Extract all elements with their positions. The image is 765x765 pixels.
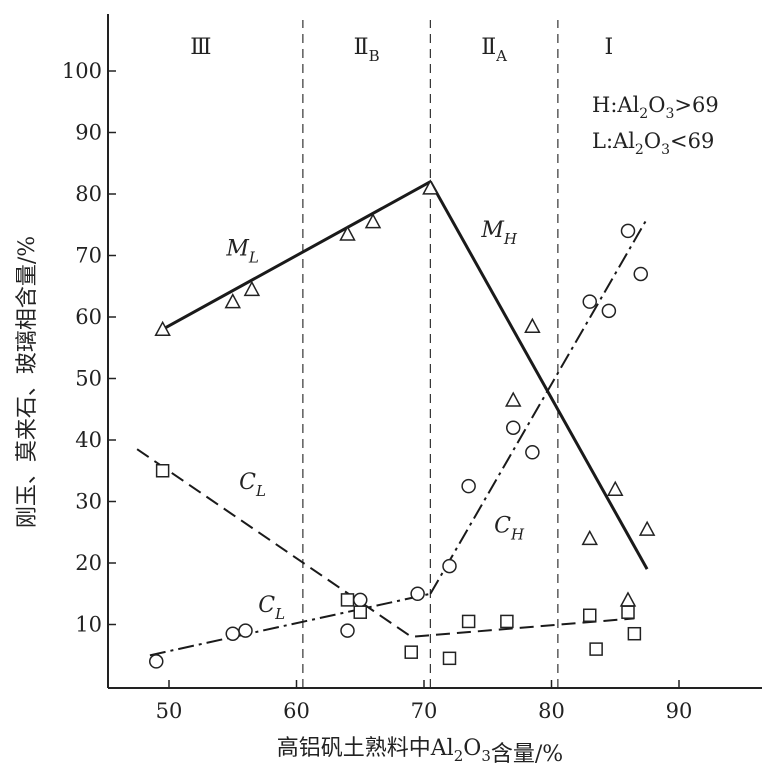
x-tick-label: 80 xyxy=(538,699,565,723)
circle-marker xyxy=(461,478,476,494)
triangle-marker xyxy=(638,520,656,536)
line-label: CH xyxy=(494,513,525,543)
trend-line xyxy=(161,180,432,331)
circle-marker xyxy=(442,558,457,574)
square-marker xyxy=(589,642,603,656)
square-marker xyxy=(404,645,418,659)
circle-marker xyxy=(582,294,597,309)
line-label: CL xyxy=(258,593,285,623)
trend-line xyxy=(136,448,635,638)
axes: 50 60 70 80 90 10 20 30 40 50 60 70 80 90 100 xyxy=(62,14,762,723)
triangle-marker xyxy=(339,225,356,241)
triangle-marker xyxy=(619,591,637,607)
trend-lines xyxy=(136,180,649,657)
circle-marker xyxy=(340,623,355,638)
y-tick-label: 50 xyxy=(75,367,102,391)
y-tick-label: 40 xyxy=(75,428,102,452)
y-axis-title: 刚玉、莫来石、玻璃相含量/% xyxy=(15,236,40,528)
x-tick-label: 60 xyxy=(283,699,310,723)
circle-marker xyxy=(601,303,617,319)
region-label: ⅡA xyxy=(481,35,507,65)
square-marker xyxy=(461,614,476,629)
line-label: ML xyxy=(225,237,259,267)
square-marker xyxy=(583,608,597,623)
circle-marker xyxy=(410,586,425,601)
region-label: Ⅰ xyxy=(605,35,614,60)
square-marker xyxy=(155,464,170,478)
y-tick-label: 70 xyxy=(75,244,102,268)
circle-marker xyxy=(525,445,540,460)
circle-marker xyxy=(353,592,368,608)
x-tick-label: 70 xyxy=(411,699,438,723)
square-marker xyxy=(340,593,355,607)
trend-line xyxy=(429,218,648,595)
y-tick-label: 60 xyxy=(75,305,102,329)
circle-marker xyxy=(149,654,164,669)
triangle-marker xyxy=(154,320,171,337)
y-tick-label: 90 xyxy=(75,121,102,145)
square-marker xyxy=(621,605,635,619)
region-label: ⅡB xyxy=(354,35,380,65)
circle-marker xyxy=(225,626,240,641)
line-label: MH xyxy=(480,218,518,248)
x-tick-label: 50 xyxy=(156,699,183,723)
square-marker xyxy=(353,605,367,619)
trend-line xyxy=(429,180,649,570)
triangle-marker xyxy=(364,213,382,229)
region-label: Ⅲ xyxy=(190,35,211,60)
legend-entry: L:Al2O3<69 xyxy=(592,129,714,158)
trend-line xyxy=(149,592,431,657)
legend-entry: H:Al2O3>69 xyxy=(592,93,719,122)
circle-marker xyxy=(238,623,253,638)
y-tick-label: 100 xyxy=(62,59,102,83)
circle-marker xyxy=(620,223,636,239)
triangle-marker xyxy=(581,529,599,546)
y-tick-label: 10 xyxy=(75,613,102,637)
data-markers xyxy=(149,179,656,669)
triangle-marker xyxy=(606,480,624,496)
x-axis-title: 高铝矾土熟料中Al2O3含量/% xyxy=(277,736,563,765)
square-marker xyxy=(500,614,514,629)
x-tick-label: 90 xyxy=(666,699,693,723)
triangle-marker xyxy=(224,293,242,309)
circle-marker xyxy=(506,420,521,435)
y-tick-label: 20 xyxy=(75,551,102,575)
square-marker xyxy=(627,626,642,641)
triangle-marker xyxy=(524,317,541,333)
y-tick-label: 30 xyxy=(75,490,102,514)
triangle-marker xyxy=(422,179,439,195)
line-label: CL xyxy=(239,470,266,500)
region-boundaries xyxy=(302,20,559,688)
triangle-marker xyxy=(504,391,522,407)
triangle-marker xyxy=(243,280,261,297)
square-marker xyxy=(442,651,457,666)
circle-marker xyxy=(633,266,648,282)
chart-labels: Ⅲ ⅡB ⅡA Ⅰ H:Al2O3>69 L:Al2O3<69 ML MH CL CL CH xyxy=(190,35,718,623)
y-tick-label: 80 xyxy=(75,182,102,206)
